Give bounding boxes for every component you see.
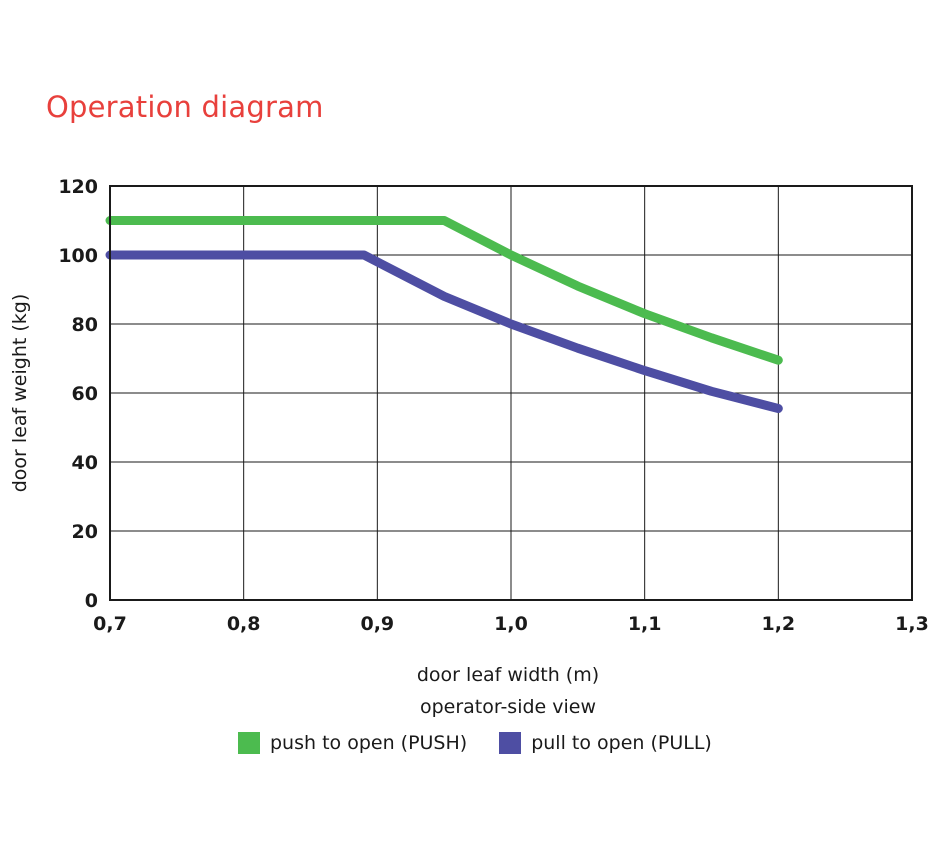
x-tick-labels: 0,7 0,8 0,9 1,0 1,1 1,2 1,3 bbox=[93, 613, 929, 635]
y-tick-label: 100 bbox=[58, 245, 98, 267]
legend-swatch-pull bbox=[499, 732, 522, 754]
x-tick-label: 0,7 bbox=[93, 613, 127, 635]
series-lines bbox=[105, 216, 783, 413]
x-tick-label: 1,0 bbox=[494, 613, 528, 635]
y-tick-label: 120 bbox=[58, 176, 98, 198]
series-line-push bbox=[105, 216, 783, 365]
y-tick-label: 0 bbox=[85, 590, 98, 612]
x-tick-label: 0,8 bbox=[227, 613, 261, 635]
legend-label-pull: pull to open (PULL) bbox=[531, 732, 712, 754]
plot-frame bbox=[109, 185, 913, 601]
y-tick-label: 80 bbox=[72, 314, 98, 336]
chart-title: Operation diagram bbox=[46, 90, 324, 124]
series-line-pull bbox=[105, 250, 783, 413]
legend-item-pull: pull to open (PULL) bbox=[499, 732, 712, 754]
y-tick-label: 60 bbox=[72, 383, 98, 405]
legend: push to open (PUSH) pull to open (PULL) bbox=[238, 732, 744, 754]
x-tick-label: 1,2 bbox=[761, 613, 795, 635]
grid bbox=[109, 185, 913, 601]
x-tick-label: 1,3 bbox=[895, 613, 929, 635]
x-tick-label: 0,9 bbox=[360, 613, 394, 635]
legend-item-push: push to open (PUSH) bbox=[238, 732, 467, 754]
legend-label-push: push to open (PUSH) bbox=[270, 732, 468, 754]
x-axis-label: door leaf width (m) bbox=[416, 664, 600, 686]
y-tick-labels: 0 20 40 60 80 100 120 bbox=[58, 176, 98, 612]
legend-swatch-push bbox=[238, 732, 260, 754]
y-tick-label: 20 bbox=[72, 521, 98, 543]
y-axis-label: door leaf weight (kg) bbox=[9, 294, 31, 493]
view-caption: operator-side view bbox=[419, 696, 597, 718]
y-tick-label: 40 bbox=[72, 452, 98, 474]
x-tick-label: 1,1 bbox=[628, 613, 662, 635]
